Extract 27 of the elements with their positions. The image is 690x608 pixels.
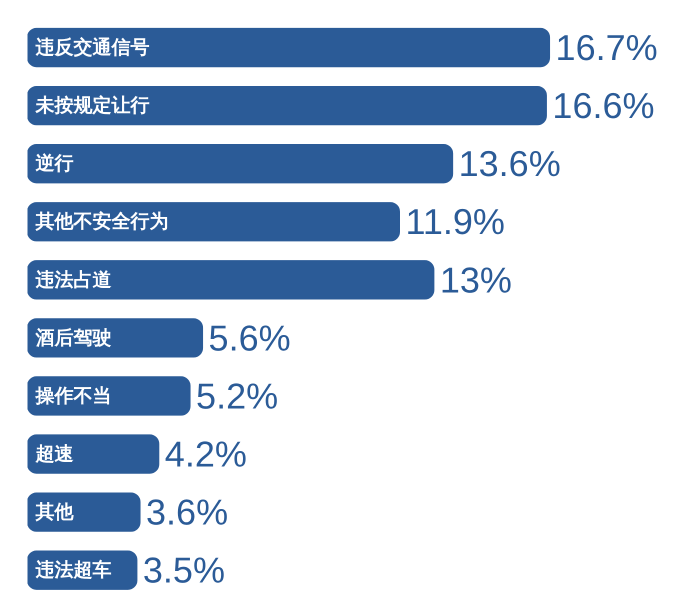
- y-tick-label: 违法超车: [34, 559, 112, 582]
- bar: [28, 260, 434, 300]
- y-tick-label: 违法占道: [34, 268, 112, 291]
- data-label: 13.6%: [458, 143, 561, 184]
- data-label: 4.2%: [164, 434, 247, 475]
- bar: [28, 28, 550, 68]
- bar: [28, 434, 160, 474]
- y-tick-label: 操作不当: [34, 384, 112, 407]
- data-label: 5.6%: [208, 317, 291, 358]
- bar: [28, 492, 141, 532]
- y-tick-label: 超速: [34, 443, 74, 466]
- y-tick-label: 违反交通信号: [34, 36, 150, 59]
- data-label: 16.7%: [556, 27, 658, 68]
- y-tick-label: 其他不安全行为: [34, 210, 168, 233]
- data-label: 5.2%: [196, 375, 278, 416]
- y-tick-label: 逆行: [34, 152, 74, 175]
- bar: [28, 86, 547, 126]
- y-tick-label: 其他: [34, 501, 74, 524]
- data-label: 3.6%: [146, 492, 228, 533]
- y-tick-label: 酒后驾驶: [34, 326, 112, 349]
- data-label: 13%: [440, 259, 512, 300]
- data-label: 16.6%: [552, 85, 654, 126]
- y-tick-label: 未按规定让行: [34, 94, 150, 117]
- data-label: 11.9%: [406, 201, 505, 242]
- bar: [28, 144, 454, 184]
- data-label: 3.5%: [142, 550, 225, 591]
- bar: [28, 202, 400, 242]
